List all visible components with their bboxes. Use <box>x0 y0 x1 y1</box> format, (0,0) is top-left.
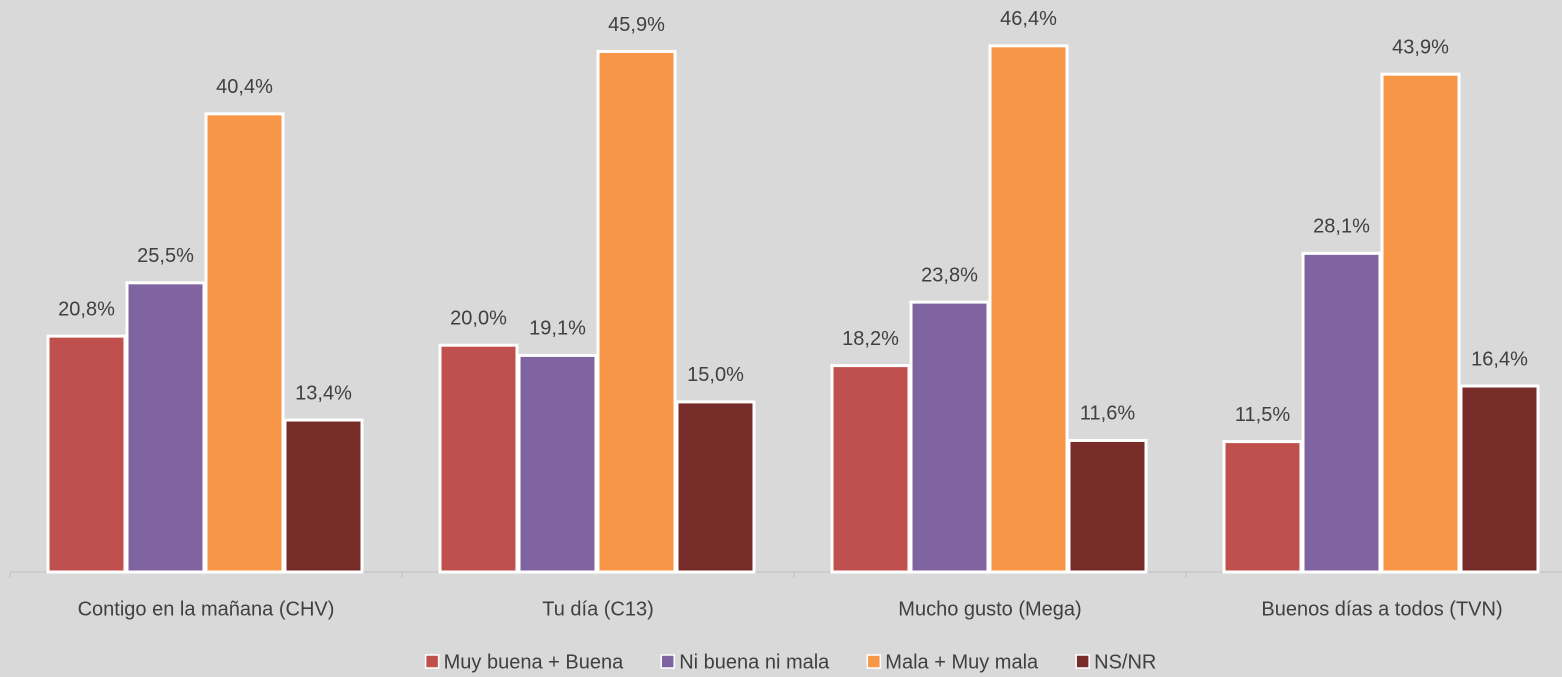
legend-swatch <box>1075 654 1090 669</box>
legend-label: NS/NR <box>1094 651 1156 673</box>
bar <box>1301 251 1382 574</box>
value-label: 40,4% <box>216 76 273 98</box>
bar <box>1067 438 1148 574</box>
value-label: 16,4% <box>1471 348 1528 370</box>
bar <box>675 400 756 574</box>
bar <box>909 300 990 574</box>
bar <box>988 44 1069 574</box>
bar <box>596 49 677 574</box>
bar <box>1380 72 1461 574</box>
bar <box>1222 440 1303 574</box>
value-label: 13,4% <box>295 382 352 404</box>
value-label: 19,1% <box>529 318 586 340</box>
value-label: 25,5% <box>137 245 194 267</box>
legend-swatch <box>424 654 440 669</box>
legend-label: Mala + Muy mala <box>885 651 1039 673</box>
legend-label: Muy buena + Buena <box>444 651 624 673</box>
x-tick-label: Mucho gusto (Mega) <box>898 598 1081 620</box>
x-tick-label: Contigo en la mañana (CHV) <box>78 598 335 620</box>
bar <box>46 334 127 574</box>
legend-swatch <box>866 654 882 669</box>
value-label: 23,8% <box>921 264 978 286</box>
value-label: 20,8% <box>58 298 115 320</box>
value-label: 45,9% <box>608 14 665 36</box>
x-tick-label: Buenos días a todos (TVN) <box>1261 598 1502 620</box>
value-label: 11,5% <box>1235 404 1290 426</box>
bar <box>1459 384 1540 574</box>
bar <box>438 343 519 574</box>
bar <box>204 112 285 574</box>
legend-swatch <box>660 654 675 669</box>
value-label: 15,0% <box>687 364 744 386</box>
value-label: 43,9% <box>1392 36 1449 58</box>
value-label: 46,4% <box>1000 8 1057 30</box>
value-label: 18,2% <box>842 328 899 350</box>
value-label: 28,1% <box>1313 216 1370 238</box>
value-label: 20,0% <box>450 307 507 329</box>
x-tick-label: Tu día (C13) <box>542 598 654 620</box>
value-label: 11,6% <box>1080 403 1135 425</box>
bar <box>125 281 206 574</box>
bar <box>283 418 364 574</box>
bar <box>830 364 911 574</box>
legend-label: Ni buena ni mala <box>679 651 830 673</box>
bar <box>517 353 598 574</box>
